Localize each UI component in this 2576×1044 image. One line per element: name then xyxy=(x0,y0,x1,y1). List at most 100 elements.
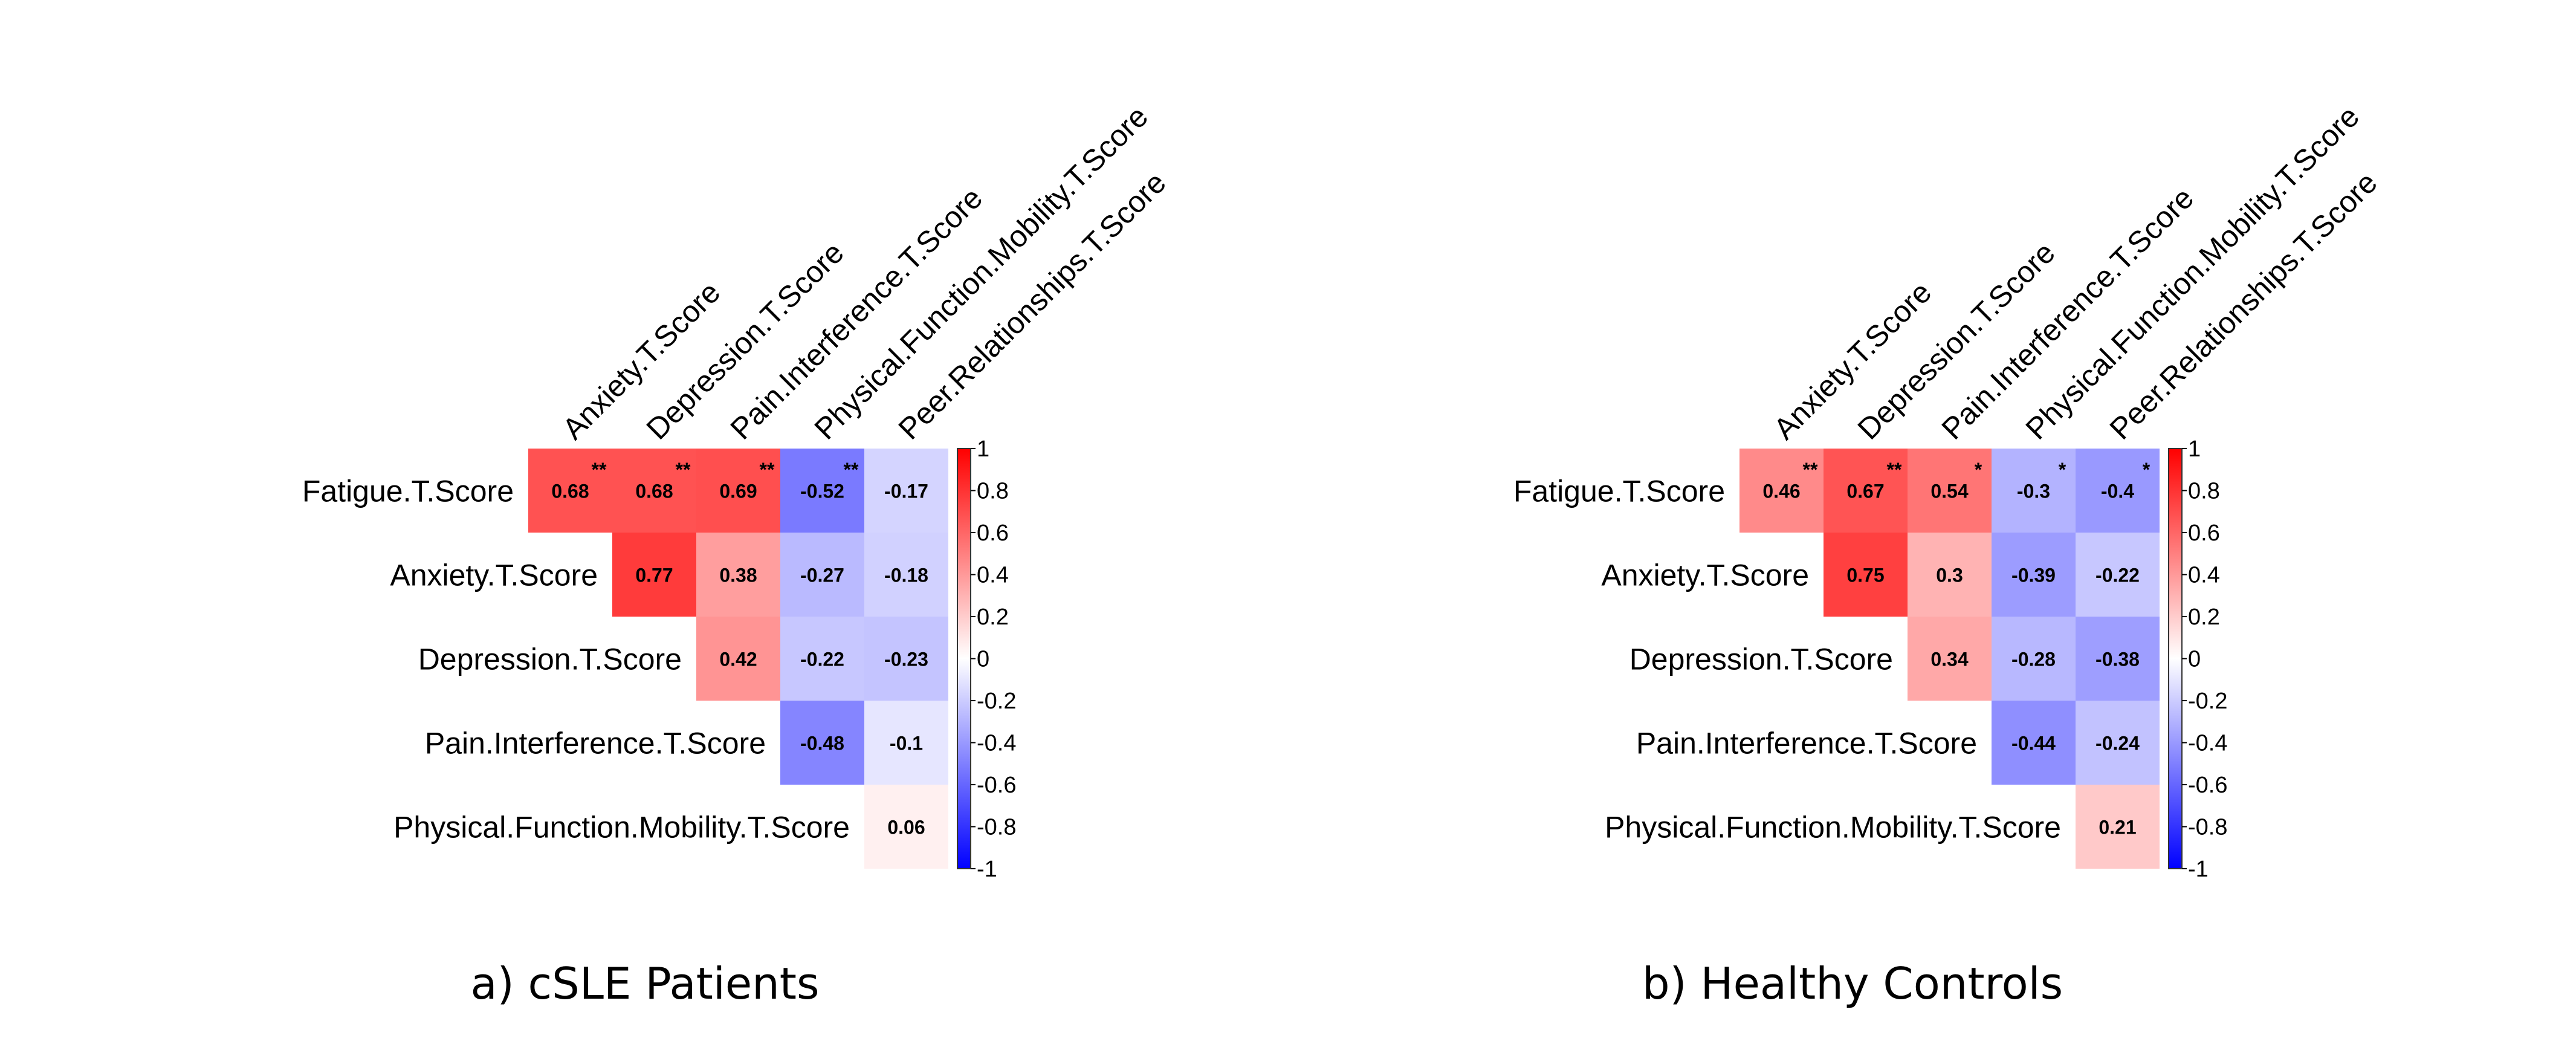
heatmap-cell xyxy=(696,449,780,533)
colorbar-tick-label: 0.4 xyxy=(2188,563,2220,588)
cell-value-label: -0.3 xyxy=(2017,481,2050,502)
cell-value-label: -0.24 xyxy=(2095,733,2140,754)
row-label: Depression.T.Score xyxy=(418,643,682,676)
cell-value-label: 0.21 xyxy=(2099,817,2136,838)
significance-marker: ** xyxy=(592,459,607,481)
cell-value-label: 0.77 xyxy=(635,565,673,586)
heatmap-cell xyxy=(2076,533,2160,617)
heatmap-cell xyxy=(864,701,948,785)
row-label: Physical.Function.Mobility.T.Score xyxy=(1605,811,2061,845)
row-label: Anxiety.T.Score xyxy=(390,559,598,592)
cell-value-label: -0.44 xyxy=(2011,733,2056,754)
colorbar-tick-label: 0 xyxy=(2188,647,2201,672)
cell-value-label: 0.68 xyxy=(551,481,589,502)
cell-value-label: -0.38 xyxy=(2095,649,2140,670)
colorbar-tick-label: -1 xyxy=(977,857,997,882)
heatmap-cell xyxy=(2076,785,2160,869)
colorbar-tick-label: 0.8 xyxy=(2188,479,2220,504)
cell-value-label: 0.75 xyxy=(1846,565,1884,586)
cell-value-label: 0.34 xyxy=(1930,649,1968,670)
cell-value-label: -0.52 xyxy=(800,481,844,502)
cell-value-label: -0.27 xyxy=(800,565,844,586)
cell-value-label: 0.3 xyxy=(1936,565,1963,586)
colorbar-tick-label: -0.2 xyxy=(2188,689,2227,714)
heatmap-cell xyxy=(1824,533,1908,617)
heatmap-cell xyxy=(864,617,948,701)
significance-marker: * xyxy=(2059,459,2066,481)
cell-value-label: 0.06 xyxy=(887,817,925,838)
cell-value-label: 0.38 xyxy=(719,565,757,586)
row-label: Physical.Function.Mobility.T.Score xyxy=(393,811,850,845)
colorbar-tick-label: -0.8 xyxy=(977,815,1016,840)
row-label: Pain.Interference.T.Score xyxy=(1636,727,1977,760)
cell-value-label: 0.42 xyxy=(719,649,757,670)
significance-marker: ** xyxy=(676,459,691,481)
heatmap-cell xyxy=(2076,449,2160,533)
heatmap-cell xyxy=(1992,533,2076,617)
colorbar-tick-label: -0.8 xyxy=(2188,815,2227,840)
panel-caption: b) Healthy Controls xyxy=(1642,958,2063,1009)
heatmap-cell xyxy=(696,617,780,701)
colorbar-tick-label: -0.4 xyxy=(977,731,1016,756)
heatmap-cell xyxy=(780,617,864,701)
colorbar-tick-label: 0.8 xyxy=(977,479,1009,504)
heatmap-cell xyxy=(1992,617,2076,701)
cell-value-label: -0.28 xyxy=(2011,649,2056,670)
row-label: Depression.T.Score xyxy=(1629,643,1893,676)
heatmap-cell xyxy=(612,449,696,533)
colorbar-tick-label: -0.2 xyxy=(977,689,1016,714)
colorbar-tick-label: -0.6 xyxy=(977,773,1016,798)
significance-marker: * xyxy=(1975,459,1982,481)
row-label: Fatigue.T.Score xyxy=(1513,475,1725,508)
colorbar-tick-label: 0.6 xyxy=(2188,520,2220,546)
colorbar-tick-label: 1 xyxy=(2188,436,2201,462)
cell-value-label: -0.18 xyxy=(884,565,928,586)
colorbar-tick-label: 0.2 xyxy=(977,605,1009,630)
row-label: Pain.Interference.T.Score xyxy=(425,727,766,760)
heatmap-cell xyxy=(864,449,948,533)
significance-marker: ** xyxy=(844,459,859,481)
heatmap-cell xyxy=(780,701,864,785)
heatmap-cell xyxy=(1824,449,1908,533)
colorbar xyxy=(2169,449,2182,869)
colorbar xyxy=(957,449,971,869)
heatmap-cell xyxy=(1908,533,1992,617)
heatmap-cell xyxy=(1908,617,1992,701)
heatmap-cell xyxy=(1908,449,1992,533)
cell-value-label: 0.54 xyxy=(1930,481,1968,502)
heatmap-cell xyxy=(528,449,612,533)
heatmap-cell xyxy=(2076,701,2160,785)
significance-marker: ** xyxy=(1803,459,1818,481)
colorbar-tick-label: -0.4 xyxy=(2188,731,2227,756)
significance-marker: ** xyxy=(1887,459,1902,481)
colorbar-tick-label: -0.6 xyxy=(2188,773,2227,798)
cell-value-label: -0.17 xyxy=(884,481,928,502)
panel-caption: a) cSLE Patients xyxy=(470,958,819,1009)
cell-value-label: -0.23 xyxy=(884,649,928,670)
cell-value-label: -0.1 xyxy=(890,733,923,754)
row-label: Fatigue.T.Score xyxy=(302,475,514,508)
colorbar-tick-label: 0.4 xyxy=(977,563,1009,588)
heatmap-cell xyxy=(1992,701,2076,785)
heatmap-cell xyxy=(2076,617,2160,701)
row-label: Anxiety.T.Score xyxy=(1601,559,1809,592)
cell-value-label: -0.39 xyxy=(2011,565,2056,586)
colorbar-tick-label: -1 xyxy=(2188,857,2209,882)
cell-value-label: -0.48 xyxy=(800,733,844,754)
significance-marker: ** xyxy=(760,459,775,481)
heatmap-cell xyxy=(1739,449,1824,533)
heatmap-cell xyxy=(1992,449,2076,533)
cell-value-label: -0.4 xyxy=(2101,481,2134,502)
heatmap-cell xyxy=(780,449,864,533)
significance-marker: * xyxy=(2143,459,2150,481)
heatmap-cell xyxy=(696,533,780,617)
cell-value-label: 0.67 xyxy=(1846,481,1884,502)
cell-value-label: 0.46 xyxy=(1762,481,1800,502)
heatmap-cell xyxy=(612,533,696,617)
cell-value-label: 0.69 xyxy=(719,481,757,502)
cell-value-label: 0.68 xyxy=(635,481,673,502)
heatmap-cell xyxy=(780,533,864,617)
heatmap-cell xyxy=(864,533,948,617)
cell-value-label: -0.22 xyxy=(2095,565,2140,586)
